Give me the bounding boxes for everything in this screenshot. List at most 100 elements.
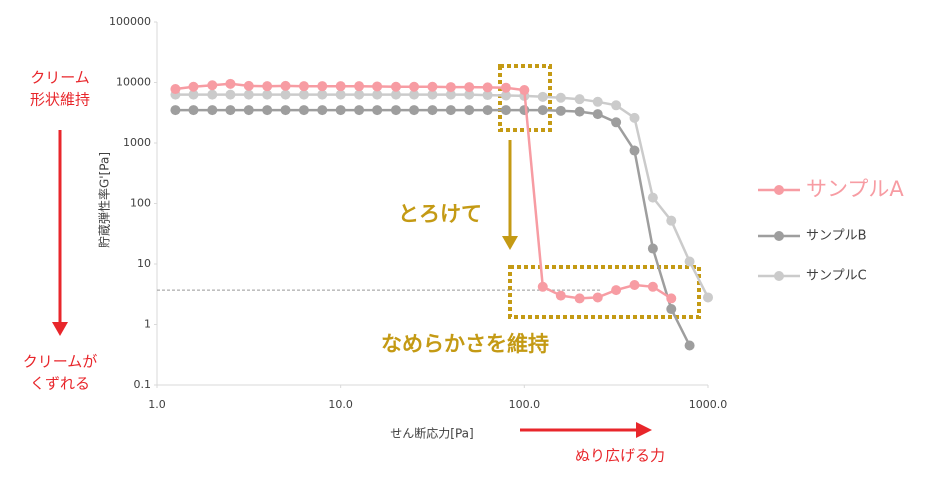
x-tick-label: 1.0 [148, 398, 166, 411]
plot-area: 0.1 1 10 100 1000 10000 100000 1.0 10.0 100.0 1000… [109, 15, 904, 411]
data-point [464, 105, 475, 116]
data-point [574, 94, 585, 105]
data-point [243, 105, 254, 116]
data-point [647, 192, 658, 203]
data-point [445, 89, 456, 100]
data-point [225, 89, 236, 100]
data-point [500, 82, 511, 93]
data-point [262, 89, 273, 100]
data-point [427, 81, 438, 92]
data-point [298, 89, 309, 100]
data-point [225, 105, 236, 116]
legend-swatch [774, 231, 784, 241]
data-point [555, 105, 566, 116]
data-point [262, 105, 273, 116]
data-point [629, 145, 640, 156]
data-point [666, 304, 677, 315]
data-point [372, 81, 383, 92]
data-point [317, 105, 328, 116]
y-tick-label: 1 [144, 318, 151, 331]
legend-label: サンプルB [806, 229, 867, 244]
highlight-box [508, 265, 701, 319]
data-point [170, 84, 181, 95]
data-point [519, 105, 530, 116]
data-point [298, 81, 309, 92]
data-point [482, 82, 493, 93]
data-point [592, 96, 603, 107]
data-point [611, 100, 622, 111]
data-point [280, 89, 291, 100]
legend-swatch [774, 185, 784, 195]
data-point [592, 109, 603, 120]
series-line [175, 82, 672, 300]
data-point [262, 81, 273, 92]
data-point [611, 117, 622, 128]
data-point [335, 105, 346, 116]
data-point [482, 105, 493, 116]
data-point [666, 293, 677, 304]
data-point [464, 89, 475, 100]
data-point [207, 89, 218, 100]
data-point [500, 90, 511, 101]
series-line [175, 108, 691, 347]
data-point [666, 215, 677, 226]
data-point [684, 256, 695, 267]
y-tick-label: 10000 [116, 76, 151, 89]
data-point [390, 81, 401, 92]
data-point [555, 92, 566, 103]
data-point [409, 89, 420, 100]
data-point [298, 105, 309, 116]
data-point [390, 105, 401, 116]
y-tick-label: 1000 [123, 136, 151, 149]
data-point [629, 279, 640, 290]
data-point [390, 89, 401, 100]
y-tick-label: 10 [137, 257, 151, 270]
data-point [519, 85, 530, 96]
data-point [574, 106, 585, 117]
annotation: 形状維持 [30, 91, 90, 109]
y-tick-label: 100000 [109, 15, 151, 28]
series-line [175, 93, 710, 298]
data-point [555, 290, 566, 301]
data-point [372, 105, 383, 116]
data-point [317, 89, 328, 100]
legend-label: サンプルA [806, 177, 904, 201]
data-point [354, 81, 365, 92]
data-point [500, 105, 511, 116]
y-tick-label: 0.1 [134, 378, 152, 391]
arrow-head [52, 322, 68, 336]
data-point [611, 285, 622, 296]
data-point [445, 105, 456, 116]
arrow-head [502, 236, 518, 250]
data-point [647, 243, 658, 254]
data-point [354, 105, 365, 116]
data-point [188, 81, 199, 92]
data-point [427, 105, 438, 116]
data-point [335, 89, 346, 100]
data-point [445, 82, 456, 93]
data-point [280, 80, 291, 91]
legend-label: サンプルC [806, 269, 867, 284]
data-point [170, 105, 181, 116]
data-point [427, 89, 438, 100]
data-point [335, 81, 346, 92]
data-point [188, 89, 199, 100]
data-point [537, 281, 548, 292]
data-point [409, 105, 420, 116]
annotation: くずれる [30, 375, 90, 393]
data-point [574, 293, 585, 304]
data-point [684, 340, 695, 351]
annotation: なめらかさを維持 [381, 332, 549, 356]
y-tick-label: 100 [130, 197, 151, 210]
data-point [703, 292, 713, 303]
arrow-head [636, 422, 652, 438]
data-point [372, 89, 383, 100]
data-point [464, 82, 475, 93]
data-point [482, 90, 493, 101]
data-point [537, 91, 548, 102]
data-point [592, 292, 603, 303]
annotation: とろけて [398, 202, 482, 226]
data-point [243, 89, 254, 100]
data-point [409, 81, 420, 92]
